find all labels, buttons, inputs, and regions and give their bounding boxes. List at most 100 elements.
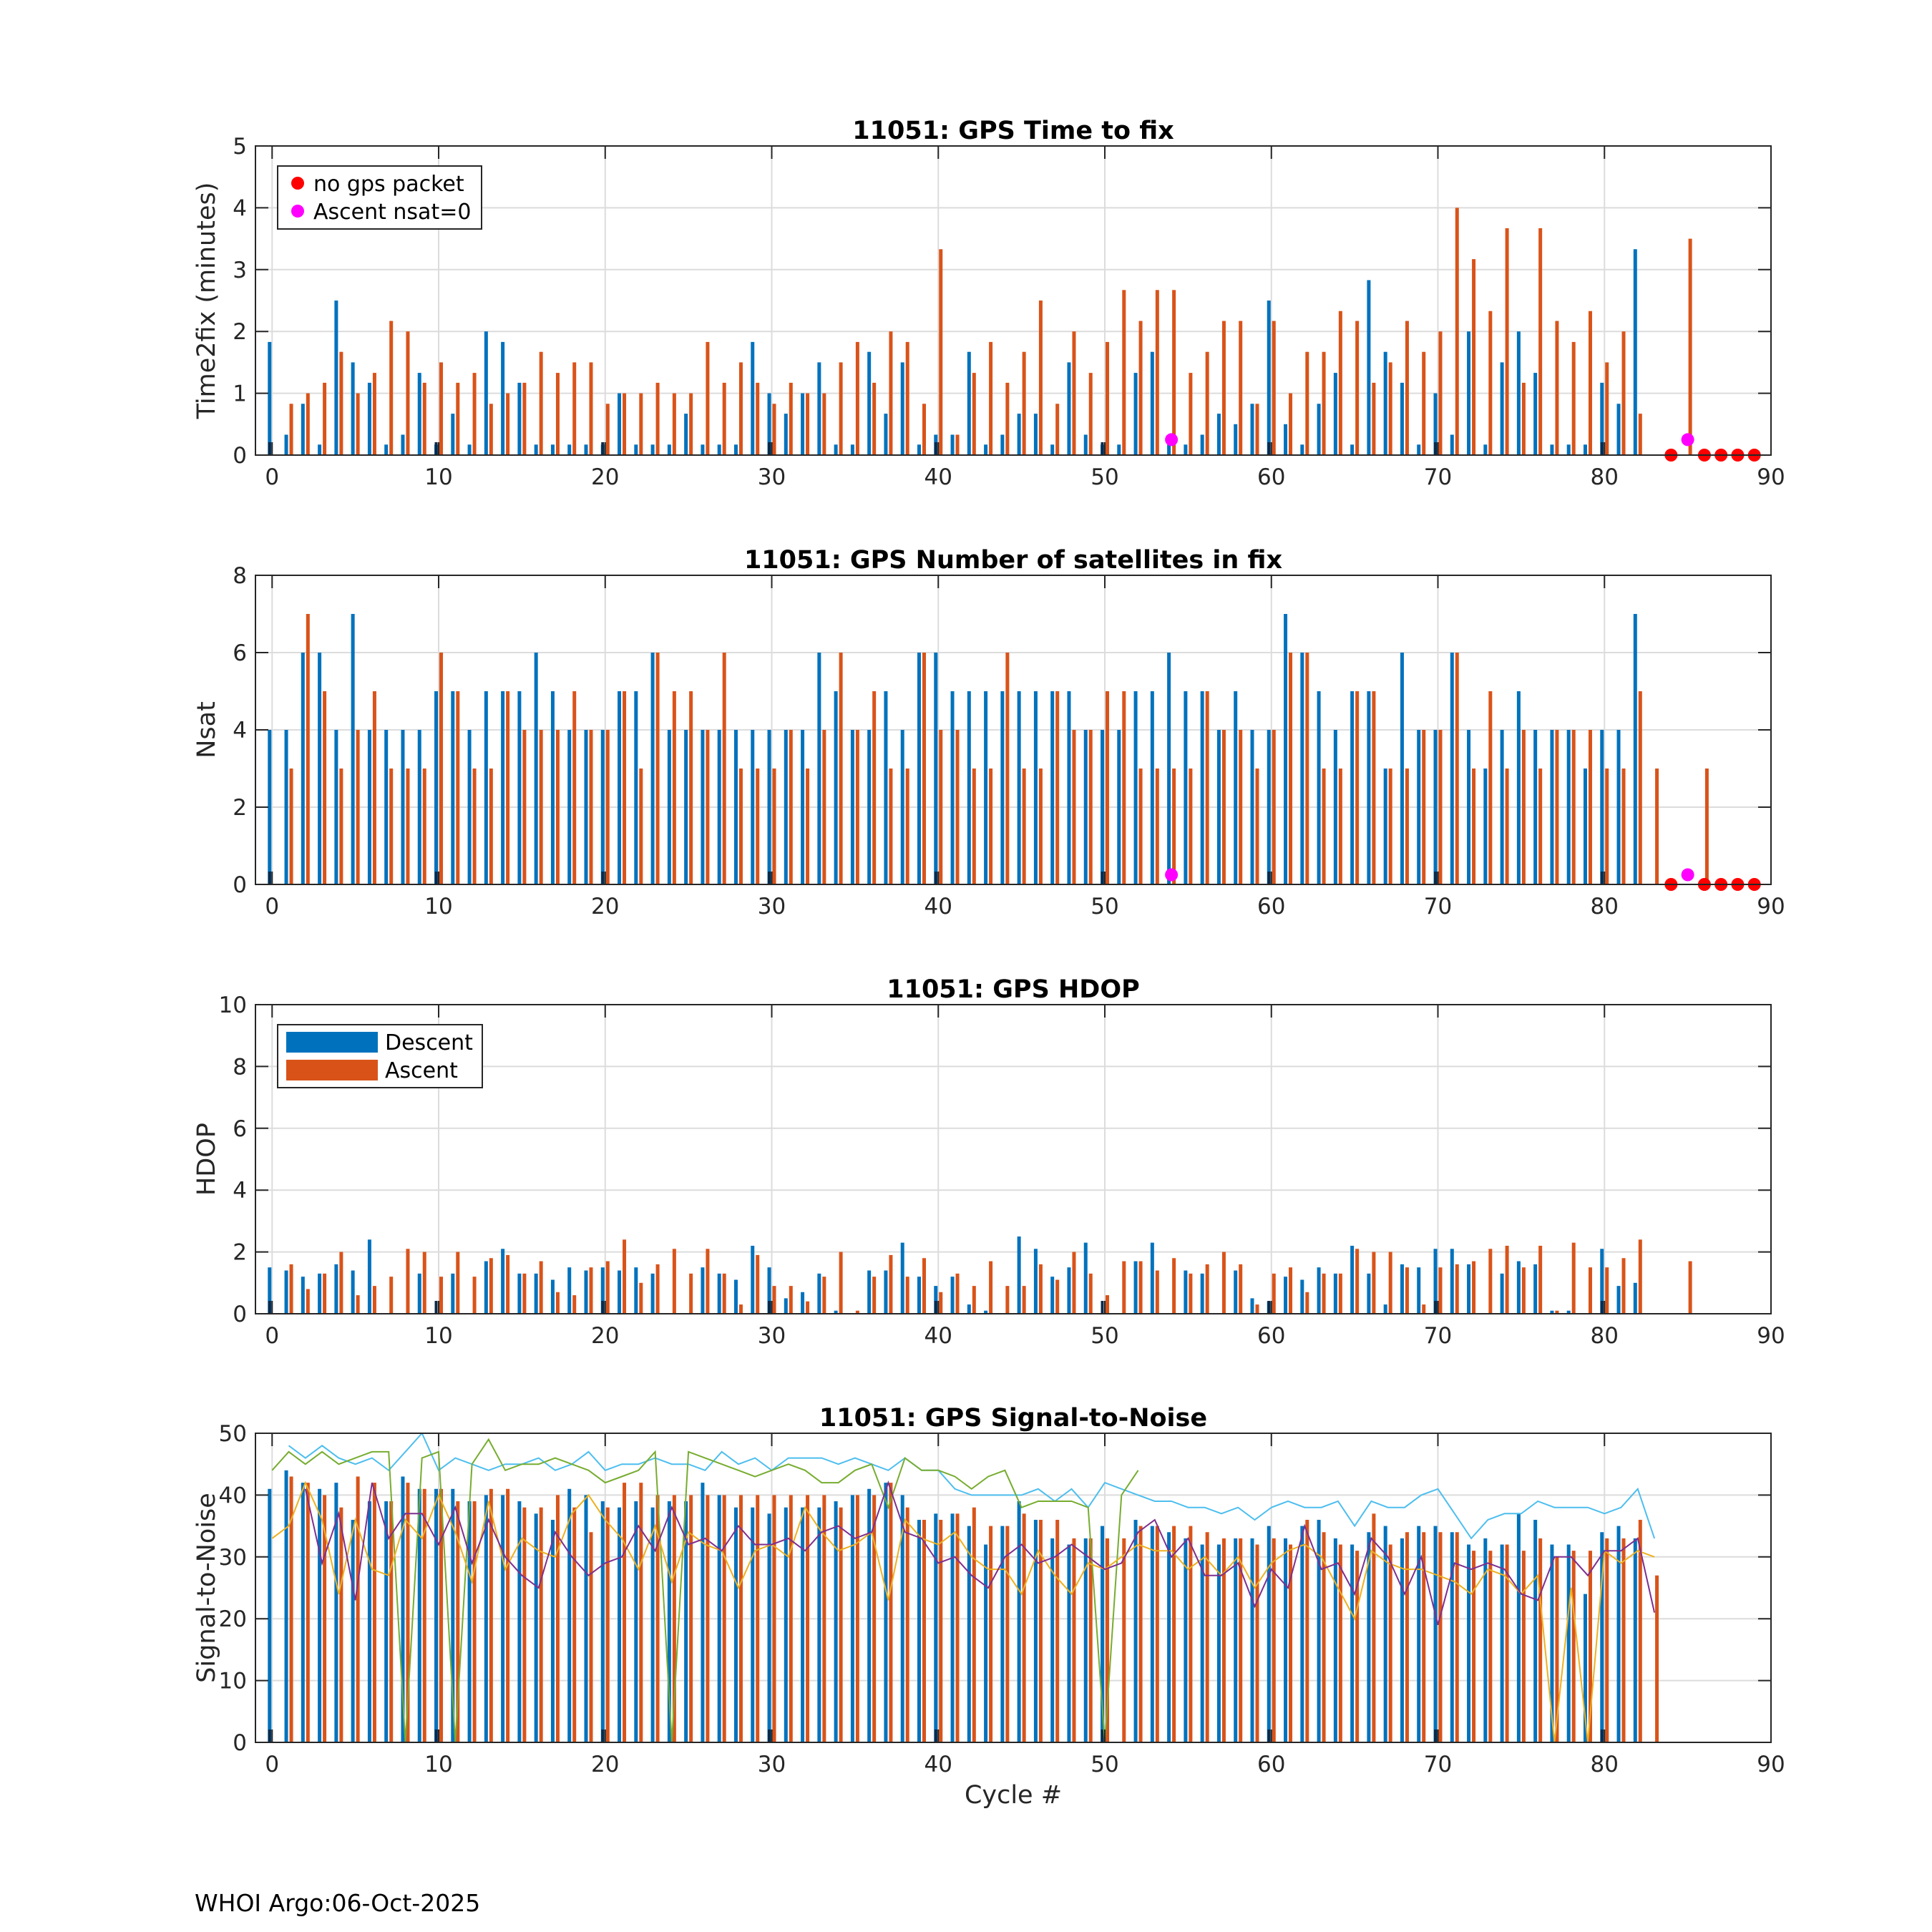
legend-box xyxy=(277,165,482,230)
descent-bar xyxy=(1583,444,1587,455)
descent-stub-bar xyxy=(601,872,605,884)
ascent-bar xyxy=(1605,362,1609,455)
descent-bar xyxy=(1234,1538,1238,1742)
ascent-bar xyxy=(522,730,527,884)
ascent-bar xyxy=(1289,1267,1293,1314)
descent-bar xyxy=(917,1519,921,1742)
descent-bar xyxy=(684,1501,688,1742)
ascent-bar xyxy=(306,1289,310,1314)
x-tick-label: 30 xyxy=(758,1323,786,1349)
descent-bar xyxy=(284,1470,288,1742)
descent-bar xyxy=(751,341,755,455)
ascent-bar xyxy=(555,730,560,884)
x-tick-label: 20 xyxy=(591,894,619,919)
descent-bar xyxy=(950,691,955,884)
descent-bar xyxy=(618,1507,622,1742)
ascent-bar xyxy=(389,1501,394,1742)
ascent-bar xyxy=(1106,1295,1110,1314)
ascent-bar xyxy=(489,1488,493,1742)
descent-bar xyxy=(318,653,322,884)
descent-bar xyxy=(1101,730,1105,884)
ascent-bar xyxy=(1205,1264,1209,1314)
ascent-bar xyxy=(422,1488,426,1742)
descent-stub-bar xyxy=(1434,1301,1438,1314)
descent-bar xyxy=(434,691,439,884)
ascent-bar xyxy=(1621,769,1626,884)
ascent-bar xyxy=(439,362,444,455)
y-tick-label: 0 xyxy=(233,872,247,898)
ascent-bar xyxy=(472,373,477,455)
ascent-bar xyxy=(1255,404,1259,455)
y-tick-label: 10 xyxy=(219,992,247,1018)
ascent-bar xyxy=(1106,691,1110,884)
descent-stub-bar xyxy=(601,442,605,455)
descent-bar xyxy=(733,444,738,455)
ascent-bar xyxy=(1521,1551,1526,1742)
ascent-bar xyxy=(1688,1261,1692,1314)
descent-bar xyxy=(384,730,389,884)
ascent-bar xyxy=(1189,373,1193,455)
descent-bar xyxy=(717,1273,721,1314)
descent-bar xyxy=(1250,730,1254,884)
ascent-bar xyxy=(1289,653,1293,884)
ascent-bar xyxy=(1605,1267,1609,1314)
ascent-bar xyxy=(1372,1252,1376,1314)
descent-bar xyxy=(1234,691,1238,884)
descent-bar xyxy=(884,414,888,455)
ascent-bar xyxy=(1538,228,1543,455)
ascent-bar xyxy=(306,1483,310,1742)
descent-bar xyxy=(1133,1519,1138,1742)
ascent-bar xyxy=(389,1277,394,1314)
descent-bar xyxy=(550,691,555,884)
y-tick-label: 2 xyxy=(233,795,247,821)
descent-bar xyxy=(1250,1298,1254,1314)
descent-bar xyxy=(1067,691,1071,884)
descent-bar xyxy=(1333,373,1337,455)
ascent-bar xyxy=(655,382,660,455)
descent-bar xyxy=(701,1483,705,1742)
y-tick-label: 6 xyxy=(233,640,247,666)
descent-bar xyxy=(1383,351,1387,455)
descent-bar xyxy=(318,1488,322,1742)
x-tick-label: 30 xyxy=(758,464,786,490)
ascent-bar xyxy=(306,614,310,884)
ascent-bar xyxy=(1155,1526,1159,1742)
ascent-bar xyxy=(572,1295,577,1314)
ascent-bar xyxy=(1605,769,1609,884)
ascent-bar xyxy=(1122,1261,1126,1314)
ascent-bar xyxy=(772,769,776,884)
ascent-bar xyxy=(1072,1252,1076,1314)
ascent-bar xyxy=(706,730,710,884)
descent-bar xyxy=(1467,1264,1471,1314)
ascent-bar xyxy=(1621,331,1626,455)
descent-bar xyxy=(733,1507,738,1742)
ascent-bar xyxy=(489,404,493,455)
descent-bar xyxy=(467,444,472,455)
descent-bar xyxy=(584,1270,588,1314)
descent-bar xyxy=(1600,382,1604,455)
descent-bar xyxy=(1300,1526,1304,1742)
descent-bar xyxy=(717,444,721,455)
descent-bar xyxy=(917,1277,921,1314)
ascent-bar xyxy=(1571,1242,1576,1314)
x-tick-label: 10 xyxy=(424,894,452,919)
descent-bar xyxy=(467,730,472,884)
descent-bar xyxy=(351,614,355,884)
ascent-bar xyxy=(1355,1551,1360,1742)
descent-bar xyxy=(1317,404,1321,455)
descent-bar xyxy=(1433,1249,1438,1314)
descent-bar xyxy=(1433,393,1438,455)
ascent-bar xyxy=(289,769,293,884)
descent-bar xyxy=(1317,1519,1321,1742)
ascent-bar xyxy=(539,730,543,884)
descent-bar xyxy=(1333,1273,1337,1314)
ascent-bar xyxy=(1338,769,1342,884)
descent-bar xyxy=(618,1270,622,1314)
descent-bar xyxy=(1033,1249,1038,1314)
descent-bar xyxy=(1033,1519,1038,1742)
ascent-bar xyxy=(506,393,510,455)
descent-bar xyxy=(1450,434,1454,455)
x-tick-label: 70 xyxy=(1424,894,1452,919)
ascent-bar xyxy=(1322,351,1326,455)
